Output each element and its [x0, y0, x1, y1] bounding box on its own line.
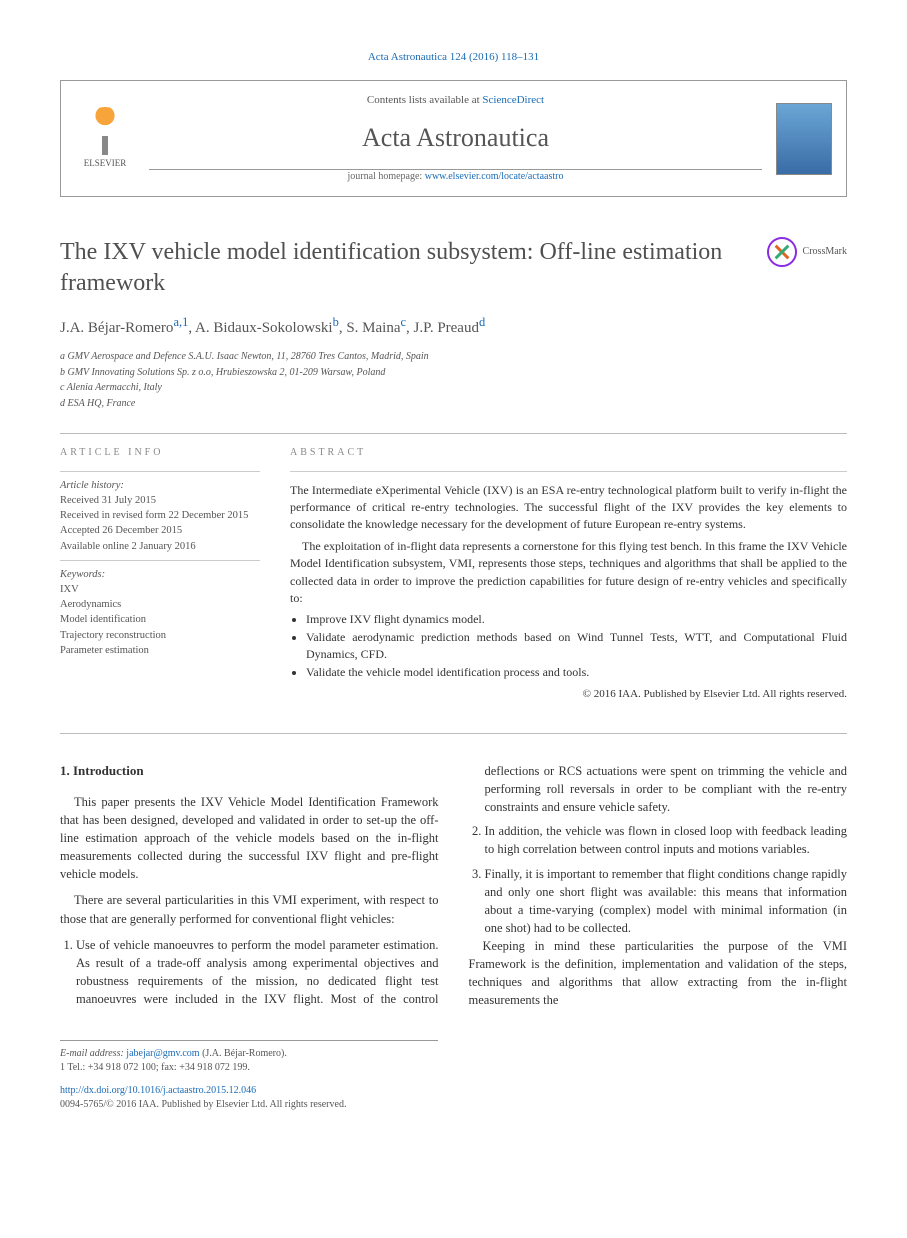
issn-line: 0094-5765/© 2016 IAA. Published by Elsev…: [60, 1098, 847, 1113]
abstract-bullet-0: Improve IXV flight dynamics model.: [306, 611, 847, 628]
footnotes: E-mail address: jabejar@gmv.com (J.A. Bé…: [60, 1040, 438, 1076]
body-columns: 1. Introduction This paper presents the …: [60, 762, 847, 1016]
affiliation-a: a GMV Aerospace and Defence S.A.U. Isaac…: [60, 350, 847, 365]
abstract-p1: The Intermediate eXperimental Vehicle (I…: [290, 482, 847, 534]
abstract-label: ABSTRACT: [290, 446, 847, 461]
abstract: ABSTRACT The Intermediate eXperimental V…: [290, 446, 847, 703]
publisher-name: ELSEVIER: [84, 157, 127, 170]
citation-header: Acta Astronautica 124 (2016) 118–131: [60, 50, 847, 66]
author-1: J.A. Béjar-Romero: [60, 320, 173, 336]
keyword-3: Trajectory reconstruction: [60, 628, 260, 643]
history-received: Received 31 July 2015: [60, 493, 260, 508]
affiliation-d: d ESA HQ, France: [60, 397, 847, 412]
divider-body: [60, 733, 847, 734]
homepage-prefix: journal homepage:: [348, 171, 425, 182]
footnote-tel: 1 Tel.: +34 918 072 100; fax: +34 918 07…: [60, 1061, 438, 1076]
homepage-link[interactable]: www.elsevier.com/locate/actaastro: [425, 171, 564, 182]
author-3: , S. Maina: [339, 320, 401, 336]
keyword-1: Aerodynamics: [60, 597, 260, 612]
journal-cover-thumbnail: [776, 103, 832, 175]
body-ol-2: In addition, the vehicle was flown in cl…: [485, 822, 848, 858]
citation-link[interactable]: Acta Astronautica 124 (2016) 118–131: [368, 51, 539, 63]
email-author: (J.A. Béjar-Romero).: [200, 1048, 287, 1059]
divider-top: [60, 433, 847, 434]
authors-line: J.A. Béjar-Romeroa,1, A. Bidaux-Sokolows…: [60, 313, 847, 340]
article-title: The IXV vehicle model identification sub…: [60, 237, 747, 299]
body-p1: This paper presents the IXV Vehicle Mode…: [60, 793, 439, 884]
sciencedirect-link[interactable]: ScienceDirect: [482, 94, 544, 106]
title-row: The IXV vehicle model identification sub…: [60, 237, 847, 299]
article-info: ARTICLE INFO Article history: Received 3…: [60, 446, 260, 703]
page-footer: http://dx.doi.org/10.1016/j.actaastro.20…: [60, 1084, 847, 1113]
crossmark-icon: [767, 237, 797, 267]
abstract-p2: The exploitation of in-flight data repre…: [290, 538, 847, 608]
keywords-label: Keywords:: [60, 567, 260, 582]
author-4: , J.P. Preaud: [406, 320, 479, 336]
contents-prefix: Contents lists available at: [367, 94, 482, 106]
affiliations: a GMV Aerospace and Defence S.A.U. Isaac…: [60, 350, 847, 411]
body-ol-3: Finally, it is important to remember tha…: [485, 865, 848, 938]
abstract-bullet-2: Validate the vehicle model identificatio…: [306, 664, 847, 681]
journal-name: Acta Astronautica: [149, 119, 762, 157]
keyword-0: IXV: [60, 582, 260, 597]
keyword-2: Model identification: [60, 612, 260, 627]
elsevier-tree-icon: [81, 107, 129, 155]
history-accepted: Accepted 26 December 2015: [60, 523, 260, 538]
body-p3: Keeping in mind these particularities th…: [469, 937, 848, 1010]
homepage-line: journal homepage: www.elsevier.com/locat…: [149, 170, 762, 185]
info-abstract-row: ARTICLE INFO Article history: Received 3…: [60, 446, 847, 703]
section-heading-1: 1. Introduction: [60, 762, 439, 781]
publisher-logo: ELSEVIER: [75, 107, 135, 170]
abstract-bullet-1: Validate aerodynamic prediction methods …: [306, 629, 847, 664]
abstract-copyright: © 2016 IAA. Published by Elsevier Ltd. A…: [290, 687, 847, 703]
abstract-bullets: Improve IXV flight dynamics model. Valid…: [306, 611, 847, 681]
contents-line: Contents lists available at ScienceDirec…: [149, 93, 762, 109]
history-label: Article history:: [60, 478, 260, 493]
aff-marker-a[interactable]: a,1: [173, 315, 188, 329]
header-box: ELSEVIER Contents lists available at Sci…: [60, 80, 847, 197]
email-label: E-mail address:: [60, 1048, 126, 1059]
history-online: Available online 2 January 2016: [60, 539, 260, 554]
author-2: , A. Bidaux-Sokolowski: [188, 320, 332, 336]
affiliation-c: c Alenia Aermacchi, Italy: [60, 381, 847, 396]
header-middle: Contents lists available at ScienceDirec…: [149, 93, 762, 184]
affiliation-b: b GMV Innovating Solutions Sp. z o.o, Hr…: [60, 366, 847, 381]
info-rule-2: [60, 560, 260, 561]
crossmark-label: CrossMark: [803, 245, 847, 260]
body-p2: There are several particularities in thi…: [60, 891, 439, 927]
aff-marker-d[interactable]: d: [479, 315, 485, 329]
abstract-rule: [290, 471, 847, 472]
article-info-label: ARTICLE INFO: [60, 446, 260, 461]
page: Acta Astronautica 124 (2016) 118–131 ELS…: [0, 0, 907, 1163]
keyword-4: Parameter estimation: [60, 643, 260, 658]
doi-link[interactable]: http://dx.doi.org/10.1016/j.actaastro.20…: [60, 1085, 256, 1096]
info-rule-1: [60, 471, 260, 472]
crossmark-badge[interactable]: CrossMark: [767, 237, 847, 267]
email-link[interactable]: jabejar@gmv.com: [126, 1048, 199, 1059]
history-revised: Received in revised form 22 December 201…: [60, 508, 260, 523]
footnote-email: E-mail address: jabejar@gmv.com (J.A. Bé…: [60, 1047, 438, 1062]
